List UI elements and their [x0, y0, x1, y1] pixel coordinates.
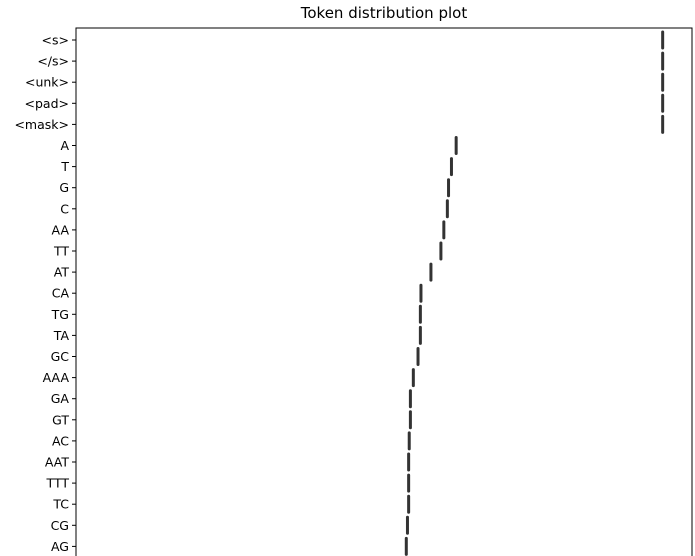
y-tick-label: </s>: [37, 54, 69, 69]
y-tick-label: <pad>: [25, 96, 69, 111]
y-axis-ticks: <s></s><unk><pad><mask>ATGCAATTATCATGTAG…: [14, 33, 76, 554]
y-tick-label: <unk>: [25, 75, 69, 90]
y-tick-label: AT: [54, 265, 70, 280]
y-tick-label: CA: [52, 286, 70, 301]
y-tick-label: GA: [51, 391, 70, 406]
y-tick-label: AG: [51, 539, 69, 554]
y-tick-label: GT: [52, 412, 69, 427]
y-tick-label: TTT: [46, 476, 70, 491]
axes-frame: [75, 27, 693, 556]
y-tick-label: <mask>: [14, 117, 69, 132]
y-tick-label: AAT: [45, 455, 69, 470]
y-tick-label: TC: [52, 497, 69, 512]
y-tick-label: A: [60, 138, 69, 153]
y-tick-label: T: [60, 159, 69, 174]
y-tick-label: AAA: [43, 370, 70, 385]
y-tick-label: CG: [51, 518, 69, 533]
y-tick-label: TA: [53, 328, 70, 343]
y-tick-label: TG: [51, 307, 69, 322]
y-tick-label: TT: [53, 244, 69, 259]
y-tick-label: <s>: [42, 33, 69, 48]
plot-area-border: [75, 27, 693, 556]
y-tick-label: AA: [52, 222, 70, 237]
y-tick-label: C: [60, 201, 69, 216]
data-markers: [404, 30, 665, 556]
y-tick-label: GC: [51, 349, 70, 364]
y-tick-label: AC: [52, 433, 69, 448]
y-tick-label: G: [59, 180, 69, 195]
chart-title: Token distribution plot: [300, 4, 468, 22]
